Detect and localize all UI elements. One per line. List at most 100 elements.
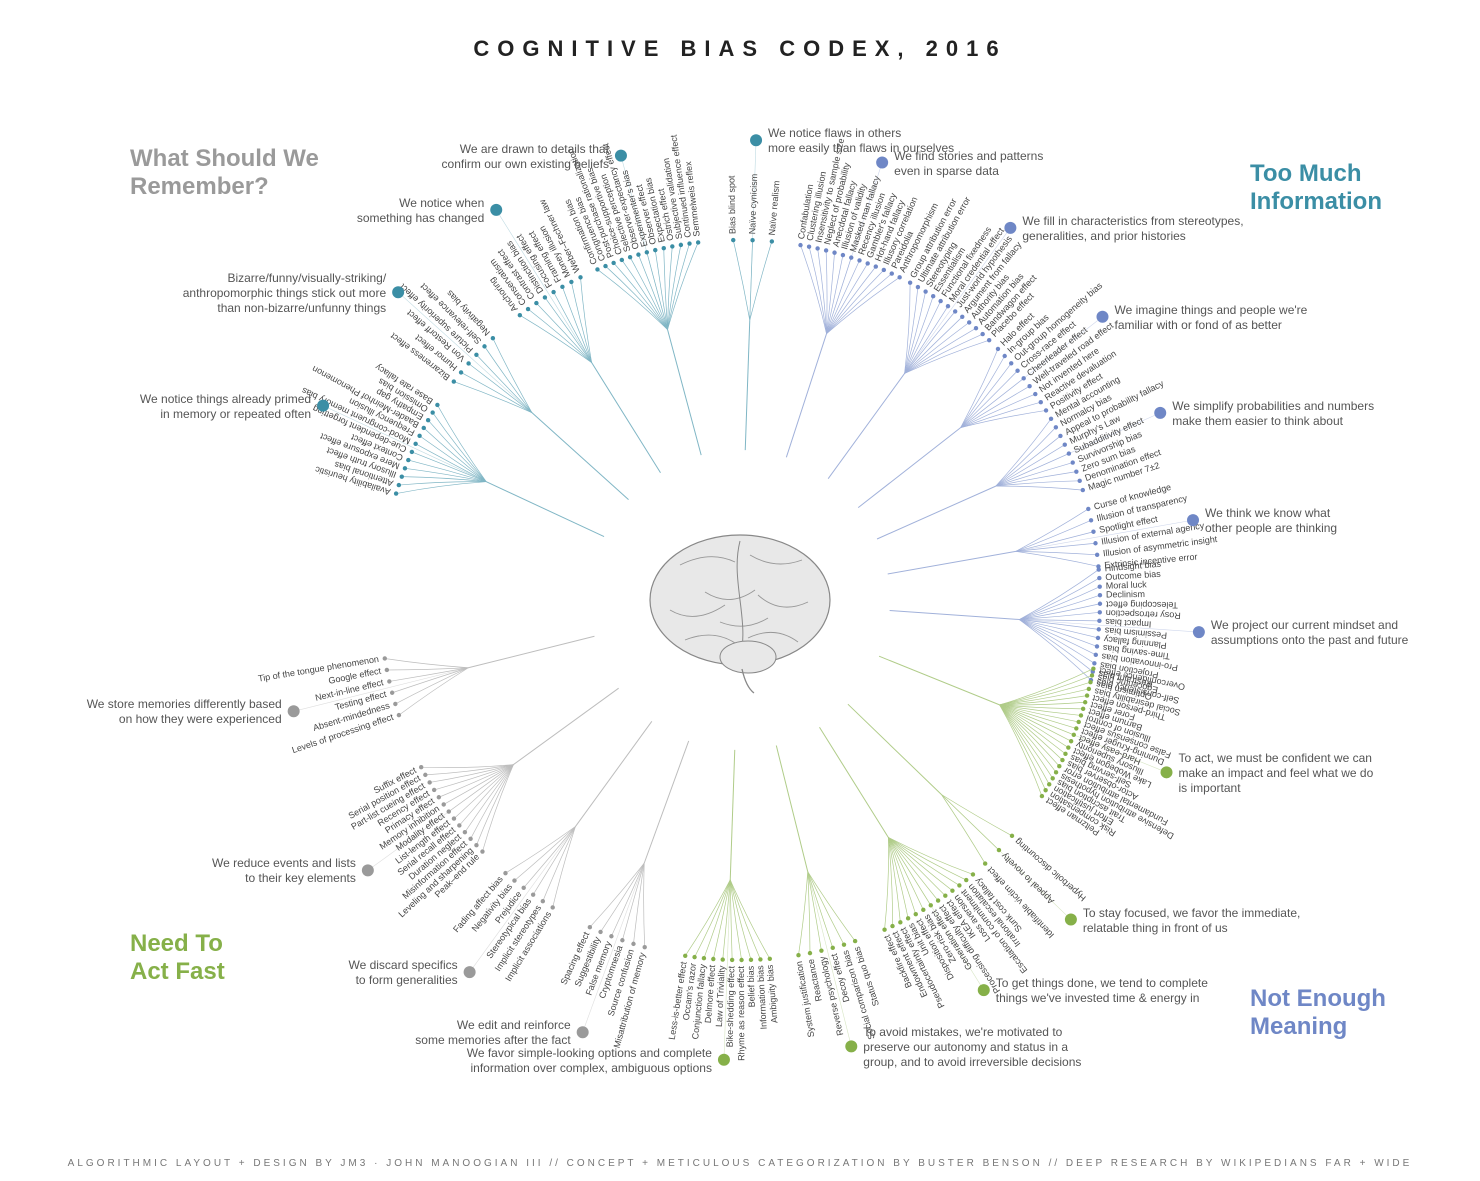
subcategory-dot <box>577 1026 589 1038</box>
bias-dot <box>950 888 954 892</box>
bias-dot <box>1097 576 1101 580</box>
bias-label: Naïve cynicism <box>747 174 759 235</box>
subcategory-label: Bizarre/funny/visually-striking/anthropo… <box>183 271 386 316</box>
bias-dot <box>897 275 901 279</box>
bias-dot <box>1085 693 1089 697</box>
bias-dot <box>997 848 1001 852</box>
bias-dot <box>983 861 987 865</box>
subcategory-label: We imagine things and people we'refamili… <box>1114 303 1307 333</box>
bias-dot <box>643 945 647 949</box>
bias-dot <box>459 370 463 374</box>
bias-dot <box>474 843 478 847</box>
bias-dot <box>609 934 613 938</box>
bias-dot <box>1054 770 1058 774</box>
bias-dot <box>442 802 446 806</box>
bias-dot <box>908 281 912 285</box>
bias-dot <box>413 442 417 446</box>
bias-dot <box>435 403 439 407</box>
bias-dot <box>603 264 607 268</box>
bias-dot <box>831 946 835 950</box>
subcategory-dot <box>1161 766 1173 778</box>
bias-dot <box>468 837 472 841</box>
bias-dot <box>631 942 635 946</box>
subcategory-label: We discard specificsto form generalities <box>348 958 457 988</box>
bias-dot <box>393 702 397 706</box>
subcategory-label: To avoid mistakes, we're motivated topre… <box>863 1025 1081 1070</box>
bias-dot <box>1071 460 1075 464</box>
bias-dot <box>1063 752 1067 756</box>
bias-dot <box>874 264 878 268</box>
subcategory-dot <box>1193 626 1205 638</box>
bias-dot <box>1054 425 1058 429</box>
bias-dot <box>480 849 484 853</box>
subcategory-label: We project our current mindset andassump… <box>1211 618 1408 648</box>
bias-dot <box>815 246 819 250</box>
bias-dot <box>1094 653 1098 657</box>
bias-dot <box>447 809 451 813</box>
subcategory-dot <box>718 1054 730 1066</box>
bias-dot <box>1051 776 1055 780</box>
bias-dot <box>916 285 920 289</box>
bias-dot <box>1091 666 1095 670</box>
subcategory-dot <box>392 286 404 298</box>
bias-dot <box>1047 782 1051 786</box>
subcategory-label: To act, we must be confident we canmake … <box>1179 751 1374 796</box>
bias-dot <box>636 252 640 256</box>
bias-dot <box>808 951 812 955</box>
bias-dot <box>730 958 734 962</box>
bias-dot <box>842 942 846 946</box>
bias-dot <box>1081 488 1085 492</box>
bias-dot <box>1003 354 1007 358</box>
bias-dot <box>1081 707 1085 711</box>
bias-dot <box>628 255 632 259</box>
bias-dot <box>857 258 861 262</box>
bias-dot <box>921 908 925 912</box>
bias-dot <box>1067 451 1071 455</box>
bias-dot <box>711 957 715 961</box>
bias-dot <box>770 239 774 243</box>
subcategory-label: We think we know whatother people are th… <box>1205 506 1337 536</box>
bias-dot <box>503 871 507 875</box>
bias-dot <box>385 668 389 672</box>
bias-dot <box>898 920 902 924</box>
bias-dot <box>1069 739 1073 743</box>
bias-dot <box>849 255 853 259</box>
bias-dot <box>943 894 947 898</box>
bias-dot <box>938 299 942 303</box>
bias-dot <box>819 948 823 952</box>
bias-dot <box>953 309 957 313</box>
bias-dot <box>824 248 828 252</box>
bias-dot <box>731 238 735 242</box>
subcategory-label: We favor simple-looking options and comp… <box>467 1046 712 1076</box>
bias-dot <box>906 916 910 920</box>
bias-dot <box>960 315 964 319</box>
bias-dot <box>526 307 530 311</box>
bias-dot <box>531 892 535 896</box>
subcategory-dot <box>490 204 502 216</box>
bias-dot <box>400 474 404 478</box>
bias-dot <box>491 336 495 340</box>
subcategory-label: To get things done, we tend to completet… <box>996 976 1208 1006</box>
bias-dot <box>882 268 886 272</box>
subcategory-dot <box>978 984 990 996</box>
bias-dot <box>1063 442 1067 446</box>
bias-dot <box>1074 469 1078 473</box>
bias-dot <box>1058 434 1062 438</box>
bias-dot <box>853 939 857 943</box>
subcategory-label: To stay focused, we favor the immediate,… <box>1083 906 1300 936</box>
bias-dot <box>387 679 391 683</box>
bias-dot <box>551 905 555 909</box>
subcategory-label: We reduce events and liststo their key e… <box>212 856 356 886</box>
subcategory-dot <box>1065 914 1077 926</box>
bias-label: Bike-shedding effect <box>725 965 737 1047</box>
bias-dot <box>882 928 886 932</box>
bias-dot <box>1010 834 1014 838</box>
bias-dot <box>1066 745 1070 749</box>
codex-stage: { "title": "COGNITIVE BIAS CODEX, 2016",… <box>0 0 1480 1181</box>
subcategory-label: We are drawn to details thatconfirm our … <box>442 142 609 172</box>
bias-dot <box>841 253 845 257</box>
bias-dot <box>1088 680 1092 684</box>
subcategory-label: We store memories differently basedon ho… <box>87 697 282 727</box>
bias-dot <box>452 816 456 820</box>
bias-dot <box>923 289 927 293</box>
